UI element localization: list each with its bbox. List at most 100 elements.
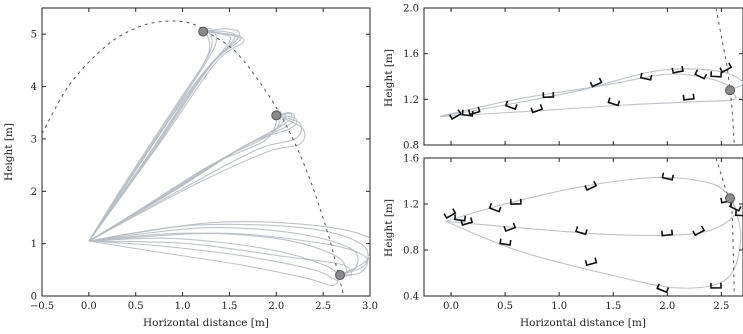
x-axis-ticks: −0.5 0.0 0.5 1.0 1.5 2.0 2.5 3.0	[30, 8, 378, 312]
trajectory-line	[88, 31, 245, 242]
gripper-pose-marker	[607, 97, 621, 107]
x-axis-ticks	[450, 8, 722, 145]
y-axis-label: Height [m]	[3, 123, 15, 181]
gripper-pose-marker	[488, 203, 502, 213]
gripper-pose-marker	[639, 72, 653, 81]
plot-frame	[423, 157, 743, 297]
x-tick-label: −0.5	[30, 301, 54, 312]
target-marker	[198, 26, 209, 37]
trajectory-line	[88, 28, 213, 242]
plot-content	[443, 158, 743, 296]
target-marker	[335, 270, 346, 281]
gripper-pose-marker	[734, 210, 743, 217]
trajectory-line	[88, 223, 369, 276]
y-axis-label: Height [m]	[383, 199, 395, 257]
gripper-pose-marker	[661, 172, 675, 181]
y-tick-label: 0.8	[403, 141, 419, 152]
x-tick-label: 1.0	[551, 301, 567, 312]
x-tick-label: 0.5	[497, 301, 513, 312]
gripper-pose-marker	[499, 238, 512, 246]
bottom-right-trajectory-plot: 0.0 0.5 1.0 1.5 2.0 2.5 0.4 0.8 1.2 1.6 Horizont…	[383, 154, 743, 329]
plot-frame	[41, 7, 371, 297]
target-marker	[271, 110, 282, 121]
gripper-pose-marker	[453, 214, 467, 222]
x-tick-label: 2.5	[713, 301, 729, 312]
gripper-pose-marker	[656, 283, 670, 294]
gripper-pose-marker	[504, 100, 518, 111]
trajectory-line	[445, 198, 742, 289]
top-right-trajectory-plot: 0.8 1.2 1.6 2.0 Height [m]	[383, 4, 743, 152]
trajectory-line	[88, 240, 341, 281]
trajectory-line	[440, 89, 737, 118]
x-tick-label: 2.0	[659, 301, 675, 312]
plot-content	[42, 20, 370, 296]
gripper-pose-marker	[682, 93, 695, 101]
y-tick-label: 1	[31, 239, 37, 250]
gripper-pose-marker	[448, 109, 462, 121]
x-tick-label: 2.0	[268, 301, 284, 312]
gripper-pose-marker	[503, 222, 517, 233]
x-tick-label: 2.5	[315, 301, 331, 312]
gripper-pose-marker	[467, 106, 481, 116]
plot-content	[440, 8, 743, 145]
y-tick-label: 1.2	[403, 95, 419, 106]
gripper-pose-marker	[575, 226, 588, 236]
gripper-pose-marker	[710, 71, 723, 78]
y-axis-label: Height [m]	[383, 49, 395, 107]
target-marker	[725, 193, 736, 204]
trajectory-line	[88, 29, 211, 242]
x-tick-label: 0.5	[128, 301, 144, 312]
x-tick-label: 1.0	[175, 301, 191, 312]
gripper-pose-marker	[443, 208, 457, 220]
gripper-pose-marker	[584, 257, 598, 267]
y-tick-label: 1.2	[403, 200, 419, 211]
trajectory-line	[88, 227, 359, 276]
x-axis-label: Horizontal distance [m]	[520, 317, 646, 329]
trajectory-line	[445, 198, 737, 236]
gripper-pose-marker	[460, 217, 474, 226]
dashed-target-curve	[42, 20, 345, 296]
y-tick-label: 0.4	[403, 292, 419, 303]
x-tick-label: 0.0	[81, 301, 97, 312]
gripper-pose-marker	[530, 104, 544, 114]
trajectory-line	[88, 240, 353, 277]
gripper-pose-marker	[692, 225, 706, 237]
y-tick-label: 0	[31, 292, 37, 303]
trajectory-line	[88, 221, 370, 276]
y-tick-label: 4	[31, 82, 37, 93]
gripper-pose-marker	[509, 198, 522, 206]
gripper-pose-marker	[710, 282, 722, 289]
dashed-target-curve	[715, 158, 735, 296]
gripper-pose-marker	[719, 62, 733, 74]
left-trajectory-plot: −0.5 0.0 0.5 1.0 1.5 2.0 2.5 3.0 0 1 2 3 4 5 Horizon…	[3, 7, 378, 329]
target-marker	[725, 85, 736, 96]
gripper-pose-marker	[694, 69, 708, 80]
trajectory-line	[88, 232, 348, 276]
trajectory-line	[88, 114, 302, 242]
trajectory-line	[445, 176, 733, 222]
x-tick-label: 1.5	[605, 301, 621, 312]
y-axis-ticks: 0.4 0.8 1.2 1.6	[403, 154, 743, 303]
plot-frame	[423, 7, 743, 146]
gripper-pose-marker	[728, 201, 742, 212]
x-tick-label: 3.0	[362, 301, 378, 312]
y-tick-label: 2.0	[403, 4, 419, 15]
y-tick-label: 3	[31, 134, 37, 145]
y-tick-label: 5	[31, 30, 37, 41]
y-axis-ticks: 0.8 1.2 1.6 2.0	[403, 4, 743, 152]
gripper-pose-marker	[671, 65, 684, 74]
trajectory-line	[88, 108, 280, 242]
trajectory-line	[88, 240, 341, 287]
dashed-target-curve	[715, 8, 735, 145]
y-tick-label: 1.6	[403, 154, 419, 165]
gripper-pose-marker	[661, 229, 674, 237]
y-tick-label: 2	[31, 187, 37, 198]
x-axis-label: Horizontal distance [m]	[143, 317, 269, 329]
gripper-pose-marker	[589, 77, 603, 88]
trajectory-line	[440, 73, 734, 118]
x-axis-ticks: 0.0 0.5 1.0 1.5 2.0 2.5	[443, 158, 729, 312]
trajectory-line	[88, 114, 306, 242]
gripper-pose-marker	[584, 180, 598, 192]
x-tick-label: 0.0	[443, 301, 459, 312]
